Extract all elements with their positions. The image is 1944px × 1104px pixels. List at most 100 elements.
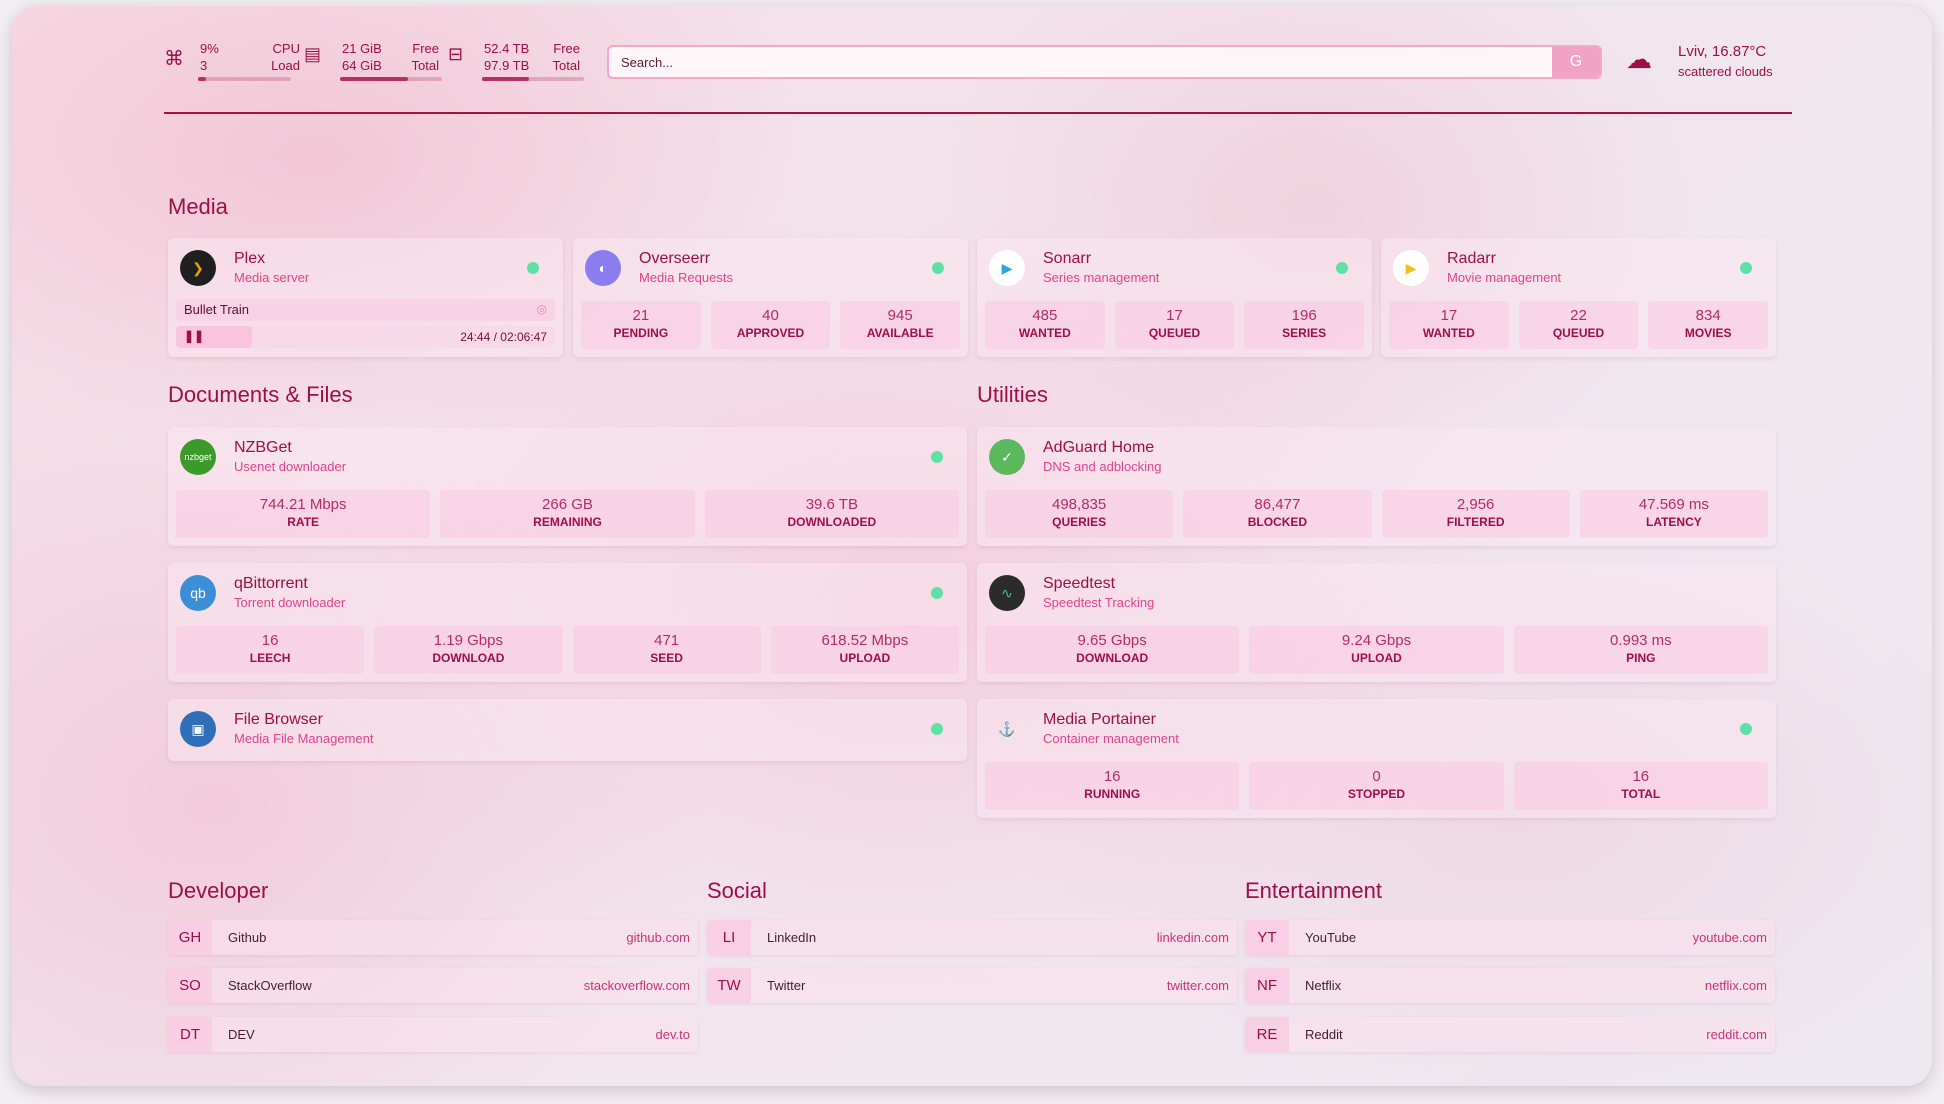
bookmark-name: Reddit (1305, 1027, 1343, 1042)
stat-value: 17 (1166, 307, 1183, 324)
service-card-adguard[interactable]: ✓ AdGuard Home DNS and adblocking 498,835 QU… (977, 427, 1776, 546)
service-name[interactable]: qBittorrent (234, 575, 308, 592)
section-social: Social (707, 878, 767, 903)
service-name[interactable]: Sonarr (1043, 250, 1092, 267)
bookmark-netflix[interactable]: NF Netflix netflix.com (1245, 968, 1775, 1003)
bookmark-name: Github (228, 930, 267, 945)
stat-value: 266 GB (542, 496, 593, 513)
stat-latency: 47.569 ms LATENCY (1579, 490, 1768, 538)
status-indicator (1740, 262, 1752, 274)
stat-pending: 21 PENDING (581, 301, 701, 349)
stat-value: 40 (762, 307, 779, 324)
service-card-overseerr[interactable]: ◐ Overseerr Media Requests 21 PENDING 40 APPRO… (573, 238, 968, 357)
cpu-value: 9% (200, 41, 219, 56)
status-indicator (931, 587, 943, 599)
service-card-filebrowser[interactable]: ▣ File Browser Media File Management (168, 699, 967, 761)
service-card-portainer[interactable]: ⚓ Media Portainer Container management 16 RU… (977, 699, 1776, 818)
bookmark-url[interactable]: reddit.com (1706, 1027, 1767, 1042)
stat-stopped: 0 STOPPED (1249, 762, 1504, 810)
service-card-sonarr[interactable]: ▶ Sonarr Series management 485 WANTED 17 QUEUE… (977, 238, 1372, 357)
service-name[interactable]: Overseerr (639, 250, 711, 267)
stats-row: 498,835 QUERIES 86,477 BLOCKED 2,956 FILTERED… (985, 490, 1768, 538)
memory-icon: ▤ (304, 44, 322, 64)
cpu-icon: ⌘ (164, 48, 184, 70)
bookmark-abbr: LI (707, 920, 751, 955)
service-name[interactable]: AdGuard Home (1043, 439, 1155, 456)
stats-row: 16 RUNNING 0 STOPPED 16 TOTAL (985, 762, 1768, 810)
bookmark-linkedin[interactable]: LI LinkedIn linkedin.com (707, 920, 1237, 955)
service-description: Series management (1043, 270, 1160, 285)
stat-series: 196 SERIES (1244, 301, 1365, 349)
stat-running: 16 RUNNING (985, 762, 1240, 810)
stat-label: PENDING (613, 326, 669, 340)
bookmark-dev[interactable]: DT DEV dev.to (168, 1017, 698, 1052)
stat-label: BLOCKED (1247, 515, 1308, 529)
plex-logo-icon: ❯ (180, 250, 216, 286)
service-name[interactable]: Speedtest (1043, 575, 1116, 592)
stat-value: 618.52 Mbps (821, 632, 909, 649)
stat-wanted: 485 WANTED (985, 301, 1105, 349)
stat-value: 17 (1440, 307, 1458, 324)
service-card-plex[interactable]: ❯ Plex Media server Bullet Train ◎ ❚❚ 24:44 / … (168, 238, 563, 357)
service-name[interactable]: NZBGet (234, 439, 292, 456)
bookmark-url[interactable]: stackoverflow.com (583, 978, 690, 993)
service-description: Usenet downloader (234, 459, 347, 474)
bookmark-url[interactable]: github.com (626, 930, 690, 945)
status-indicator (1336, 262, 1348, 274)
bookmark-github[interactable]: GH Github github.com (168, 920, 698, 955)
stat-value: 47.569 ms (1638, 496, 1709, 513)
qbittorrent-logo-icon: qb (180, 575, 216, 611)
bookmark-name: YouTube (1305, 930, 1357, 945)
cast-icon[interactable]: ◎ (536, 302, 547, 316)
bookmark-abbr: GH (168, 920, 212, 955)
bookmark-url[interactable]: linkedin.com (1156, 930, 1229, 945)
stats-row: 21 PENDING 40 APPROVED 945 AVAILABLE (581, 301, 961, 349)
weather-condition: scattered clouds (1678, 64, 1773, 79)
search-engine-button[interactable]: G (1552, 47, 1600, 77)
service-card-qbittorrent[interactable]: qb qBittorrent Torrent downloader 16 LEECH 1.… (168, 563, 967, 682)
playback-time: 24:44 / 02:06:47 (460, 330, 547, 344)
service-name[interactable]: Plex (234, 250, 266, 267)
stat-value: 196 (1291, 307, 1317, 324)
service-card-speedtest[interactable]: ∿ Speedtest Speedtest Tracking 9.65 Gbps DOW… (977, 563, 1776, 682)
bookmark-stackoverflow[interactable]: SO StackOverflow stackoverflow.com (168, 968, 698, 1003)
stat-label: SERIES (1282, 326, 1327, 340)
stat-label: WANTED (1018, 326, 1071, 340)
bookmark-reddit[interactable]: RE Reddit reddit.com (1245, 1017, 1775, 1052)
service-name[interactable]: Media Portainer (1043, 711, 1156, 728)
stat-filtered: 2,956 FILTERED (1381, 490, 1570, 538)
stats-row: 17 WANTED 22 QUEUED 834 MOVIES (1389, 301, 1769, 349)
service-card-nzbget[interactable]: nzbget NZBGet Usenet downloader 744.21 Mbps… (168, 427, 967, 546)
stat-wanted: 17 WANTED (1389, 301, 1509, 349)
bookmark-youtube[interactable]: YT YouTube youtube.com (1245, 920, 1775, 955)
stat-available: 945 AVAILABLE (840, 301, 961, 349)
stat-value: 0 (1372, 768, 1381, 785)
pause-button[interactable]: ❚❚ (184, 329, 205, 343)
service-description: Torrent downloader (234, 595, 346, 610)
bookmark-name: StackOverflow (228, 978, 312, 993)
radarr-logo-icon: ▶ (1393, 250, 1429, 286)
stat-label: LATENCY (1645, 515, 1702, 529)
service-name[interactable]: Radarr (1447, 250, 1496, 267)
section-utilities: Utilities (977, 382, 1048, 407)
bookmark-url[interactable]: netflix.com (1704, 978, 1767, 993)
search-bar: G (607, 45, 1602, 79)
stat-value: 22 (1570, 307, 1587, 324)
service-name[interactable]: File Browser (234, 711, 323, 728)
stats-row: 16 LEECH 1.19 Gbps DOWNLOAD 471 SEED 618.52 Mb… (176, 626, 959, 674)
memory-total-label: Total (411, 58, 439, 73)
stat-label: WANTED (1422, 326, 1475, 340)
status-indicator (931, 723, 943, 735)
stat-label: TOTAL (1621, 787, 1661, 801)
bookmark-url[interactable]: youtube.com (1692, 930, 1767, 945)
bookmark-abbr: YT (1245, 920, 1289, 955)
service-card-radarr[interactable]: ▶ Radarr Movie management 17 WANTED 22 QUEUED 8… (1381, 238, 1776, 357)
bookmark-name: Twitter (767, 978, 806, 993)
bookmark-url[interactable]: twitter.com (1166, 978, 1229, 993)
stat-label: RATE (287, 515, 320, 529)
stat-label: DOWNLOAD (1076, 651, 1149, 665)
bookmark-url[interactable]: dev.to (655, 1027, 690, 1042)
search-input[interactable] (609, 47, 1552, 77)
bookmark-twitter[interactable]: TW Twitter twitter.com (707, 968, 1237, 1003)
stat-value: 498,835 (1052, 496, 1107, 513)
